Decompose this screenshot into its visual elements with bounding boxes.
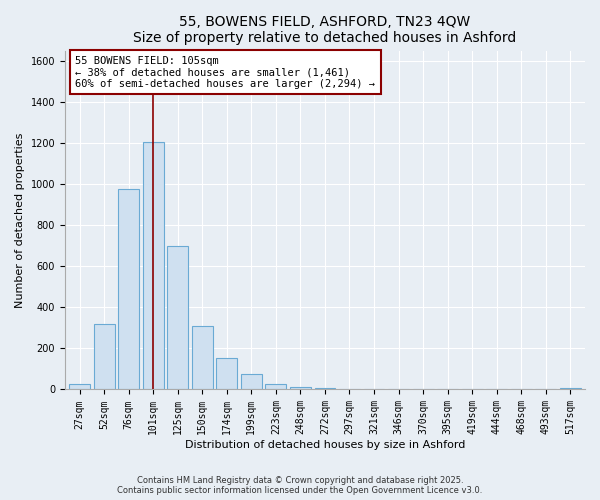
Bar [560,388,581,390]
Title: 55, BOWENS FIELD, ASHFORD, TN23 4QW
Size of property relative to detached houses: 55, BOWENS FIELD, ASHFORD, TN23 4QW Size… [133,15,517,45]
Bar [118,189,139,390]
Y-axis label: Number of detached properties: Number of detached properties [15,132,25,308]
Bar [314,388,335,390]
Bar [265,384,286,390]
Bar [167,246,188,390]
Bar [217,358,237,390]
Bar [94,324,115,390]
Text: 55 BOWENS FIELD: 105sqm
← 38% of detached houses are smaller (1,461)
60% of semi: 55 BOWENS FIELD: 105sqm ← 38% of detache… [76,56,376,89]
Bar [290,388,311,390]
Bar [143,142,164,390]
Bar [69,384,90,390]
X-axis label: Distribution of detached houses by size in Ashford: Distribution of detached houses by size … [185,440,465,450]
Bar [241,374,262,390]
Bar [192,326,213,390]
Text: Contains HM Land Registry data © Crown copyright and database right 2025.
Contai: Contains HM Land Registry data © Crown c… [118,476,482,495]
